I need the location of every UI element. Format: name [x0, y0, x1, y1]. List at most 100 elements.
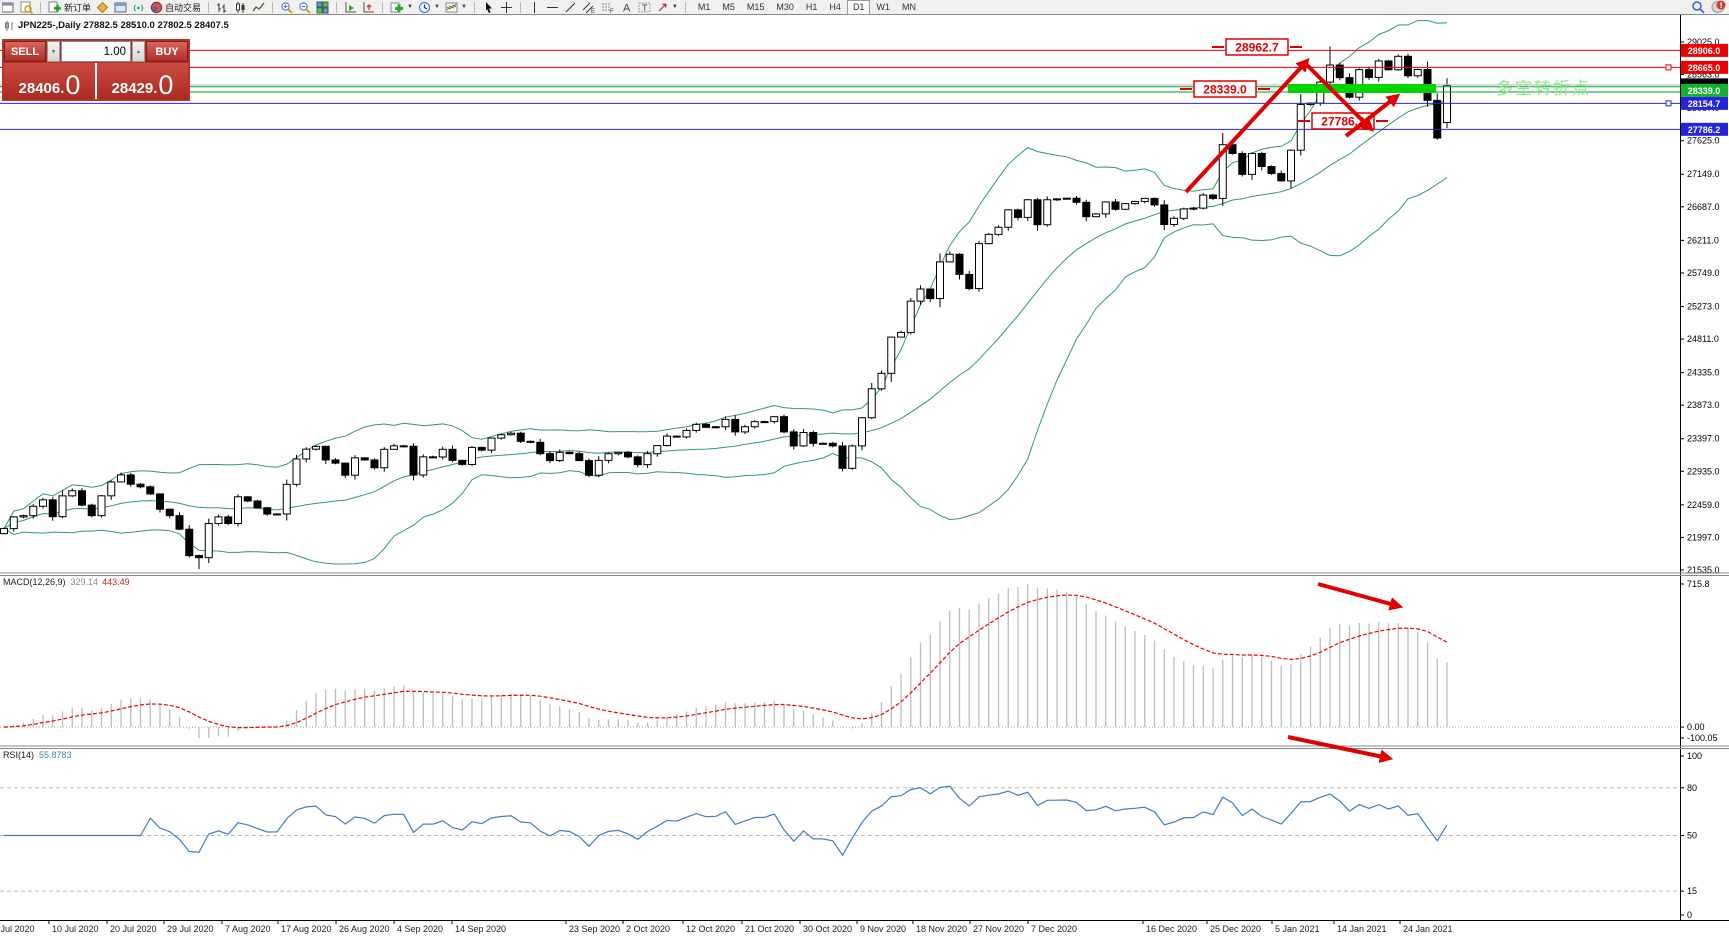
- macd-value: 329.14: [70, 577, 99, 587]
- trendline-tool-icon[interactable]: [563, 1, 578, 14]
- rsi-indicator: [0, 785, 1680, 892]
- y-axis-tick: 27625.0: [1687, 136, 1720, 146]
- timeframe-D1[interactable]: D1: [846, 0, 871, 15]
- text-tool-icon[interactable]: A: [619, 1, 634, 14]
- trend-arrow: [1344, 93, 1401, 138]
- timeframe-M1[interactable]: M1: [697, 1, 711, 12]
- y-axis-tick: 23397.0: [1687, 434, 1720, 444]
- price-callout-text: 27786.2: [1321, 115, 1365, 129]
- terminal-icon[interactable]: [113, 1, 128, 14]
- cursor-icon[interactable]: [481, 1, 496, 14]
- timeframe-M30[interactable]: M30: [776, 1, 794, 12]
- y-axis-tick: 24335.0: [1687, 368, 1720, 378]
- rsi-axis-label: 80: [1687, 783, 1697, 793]
- zoom-out-icon[interactable]: [297, 1, 312, 14]
- one-click-trading-panel: SELL ▼ ▲ BUY 28406.0 28429.0: [2, 39, 190, 101]
- y-axis-tick: 25749.0: [1687, 268, 1720, 278]
- data-preview-icon[interactable]: [19, 1, 34, 14]
- x-axis-label: 24 Jan 2021: [1403, 924, 1453, 934]
- volume-input[interactable]: [61, 41, 131, 62]
- timeframe-H4[interactable]: H4: [829, 1, 841, 12]
- x-axis-label: 4 Sep 2020: [397, 924, 443, 934]
- macd-name: MACD(12,26,9): [3, 577, 66, 587]
- y-axis-tick: 21997.0: [1687, 532, 1720, 542]
- x-axis-label: 2 Oct 2020: [626, 924, 670, 934]
- x-axis-label: 23 Sep 2020: [569, 924, 620, 934]
- macd-signal-value: 443.49: [102, 577, 130, 587]
- price-tag: 28665.0: [1688, 63, 1721, 73]
- buy-price[interactable]: 28429. 0: [97, 63, 188, 99]
- y-axis-tick: 27149.0: [1687, 169, 1720, 179]
- auto-trading-label: 自动交易: [165, 2, 202, 13]
- volume-increase-button[interactable]: ▲: [132, 41, 145, 62]
- rsi-axis-label: 50: [1687, 831, 1697, 841]
- vertical-line-tool-icon[interactable]: [527, 1, 542, 14]
- horizontal-line-tool-icon[interactable]: [545, 1, 560, 14]
- volume-decrease-button[interactable]: ▼: [47, 41, 60, 62]
- indicators-icon[interactable]: ▼: [389, 1, 414, 14]
- periods-icon[interactable]: ▼: [417, 1, 441, 14]
- buy-price-main: 28429.: [111, 80, 158, 97]
- main-toolbar: 新订单 自动交易 ▼ ▼ ▼ E F A T ▼ M1 M5 M15 M30 H1 H4 D…: [0, 0, 1729, 15]
- signals-icon[interactable]: [131, 1, 146, 14]
- timeframe-H1[interactable]: H1: [805, 1, 818, 12]
- bollinger-bands: [3, 19, 1448, 565]
- arrows-tool-icon[interactable]: ▼: [655, 1, 679, 14]
- buy-button[interactable]: BUY: [146, 41, 188, 62]
- auto-trading-button[interactable]: 自动交易: [149, 1, 202, 14]
- notifications-icon[interactable]: [1710, 0, 1727, 14]
- new-order-button[interactable]: 新订单: [47, 1, 92, 14]
- svg-text:F: F: [610, 9, 614, 14]
- auto-scroll-icon[interactable]: [343, 1, 358, 14]
- chart-shift-icon[interactable]: [361, 1, 376, 14]
- chart-window-icon[interactable]: [1, 1, 16, 14]
- price-tag: 28906.0: [1688, 46, 1721, 56]
- chart-title: JPN225-,Daily 27882.5 28510.0 27802.5 28…: [4, 20, 229, 31]
- rsi-axis-label: 15: [1687, 886, 1697, 896]
- timeframe-M15[interactable]: M15: [746, 1, 765, 12]
- new-order-label: 新订单: [64, 2, 92, 13]
- timeframe-W1[interactable]: W1: [876, 1, 890, 12]
- x-axis-label: 17 Aug 2020: [281, 924, 332, 934]
- trend-arrow: [1287, 735, 1394, 763]
- candlestick-mode-icon[interactable]: [233, 1, 248, 14]
- rsi-name: RSI(14): [3, 750, 35, 760]
- svg-text:E: E: [591, 9, 595, 14]
- y-axis-tick: 22935.0: [1687, 466, 1720, 476]
- timeframe-M5[interactable]: M5: [722, 1, 735, 12]
- turning-point-zone: [1288, 84, 1436, 93]
- y-axis-tick: 24811.0: [1687, 334, 1719, 344]
- x-axis-label: 12 Oct 2020: [686, 924, 735, 934]
- price-callout-box: [1225, 38, 1289, 56]
- line-chart-mode-icon[interactable]: [251, 1, 266, 14]
- x-axis-label: 14 Sep 2020: [455, 924, 506, 934]
- text-label-tool-icon[interactable]: T: [637, 1, 652, 14]
- macd-indicator: [0, 584, 1680, 738]
- turning-point-label: 多空转折点: [1496, 79, 1591, 98]
- market-depth-icon[interactable]: [95, 1, 110, 14]
- y-axis-tick: 22459.0: [1687, 500, 1720, 510]
- trend-arrow: [1317, 582, 1404, 611]
- x-axis-label: 7 Dec 2020: [1031, 924, 1077, 934]
- fibonacci-tool-icon[interactable]: F: [600, 1, 616, 14]
- timeframe-group: M1 M5 M15 M30 H1 H4 D1 W1 MN: [692, 0, 922, 15]
- timeframe-MN[interactable]: MN: [901, 1, 916, 12]
- crosshair-icon[interactable]: [499, 1, 514, 14]
- search-icon[interactable]: [1690, 1, 1706, 14]
- trend-arrow: [1304, 62, 1374, 132]
- price-callout-text: 28962.7: [1235, 41, 1279, 55]
- templates-icon[interactable]: ▼: [444, 1, 468, 14]
- x-axis-label: 18 Nov 2020: [916, 924, 967, 934]
- price-callout-text: 28339.0: [1203, 83, 1247, 97]
- sell-price[interactable]: 28406. 0: [4, 63, 95, 99]
- macd-axis-label: -100.05: [1687, 733, 1718, 743]
- channel-tool-icon[interactable]: E: [581, 1, 597, 14]
- candles: [0, 46, 1451, 570]
- y-axis-tick: 25273.0: [1687, 301, 1720, 311]
- zoom-in-icon[interactable]: [279, 1, 294, 14]
- bar-chart-mode-icon[interactable]: [215, 1, 230, 14]
- macd-pane-label: MACD(12,26,9) 329.14 443.49: [3, 577, 130, 587]
- tile-windows-icon[interactable]: [315, 1, 330, 14]
- sell-button[interactable]: SELL: [4, 41, 46, 62]
